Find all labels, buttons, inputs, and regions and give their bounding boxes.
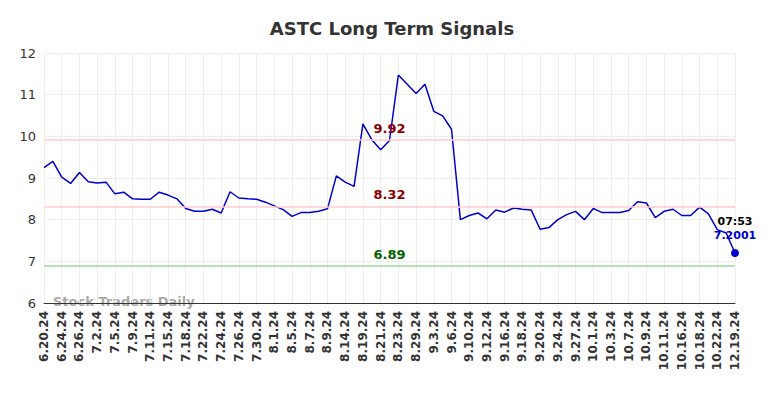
svg-text:7.5.24: 7.5.24 bbox=[108, 311, 122, 354]
svg-text:ASTC Long Term Signals: ASTC Long Term Signals bbox=[270, 18, 514, 39]
svg-text:07:53: 07:53 bbox=[717, 215, 752, 228]
svg-text:8.9.24: 8.9.24 bbox=[320, 311, 334, 354]
svg-text:10.3.24: 10.3.24 bbox=[604, 311, 618, 362]
svg-text:7.30.24: 7.30.24 bbox=[250, 311, 264, 362]
svg-text:7.2.24: 7.2.24 bbox=[90, 311, 104, 354]
svg-text:9.3.24: 9.3.24 bbox=[427, 311, 441, 354]
svg-text:8.32: 8.32 bbox=[373, 187, 405, 202]
svg-text:10: 10 bbox=[19, 129, 36, 144]
svg-text:9.92: 9.92 bbox=[373, 121, 405, 136]
svg-text:8.19.24: 8.19.24 bbox=[356, 311, 370, 362]
svg-text:8.7.24: 8.7.24 bbox=[303, 311, 317, 354]
svg-text:9.27.24: 9.27.24 bbox=[569, 311, 583, 362]
svg-text:9: 9 bbox=[28, 171, 36, 186]
svg-text:10.22.24: 10.22.24 bbox=[710, 311, 724, 370]
svg-text:8.23.24: 8.23.24 bbox=[391, 311, 405, 362]
svg-text:9.12.24: 9.12.24 bbox=[480, 311, 494, 362]
svg-text:8.29.24: 8.29.24 bbox=[409, 311, 423, 362]
svg-text:7.24.24: 7.24.24 bbox=[214, 311, 228, 362]
svg-text:6: 6 bbox=[28, 296, 36, 311]
svg-text:10.7.24: 10.7.24 bbox=[622, 311, 636, 362]
svg-text:7.9.24: 7.9.24 bbox=[126, 311, 140, 354]
svg-text:8.1.24: 8.1.24 bbox=[267, 311, 281, 354]
svg-text:11: 11 bbox=[19, 87, 36, 102]
svg-text:9.18.24: 9.18.24 bbox=[515, 311, 529, 362]
svg-text:6.26.24: 6.26.24 bbox=[72, 311, 86, 362]
svg-text:6.20.24: 6.20.24 bbox=[37, 311, 51, 362]
svg-text:8.21.24: 8.21.24 bbox=[374, 311, 388, 362]
svg-text:6.24.24: 6.24.24 bbox=[55, 311, 69, 362]
svg-text:7.15.24: 7.15.24 bbox=[161, 311, 175, 362]
svg-text:8.5.24: 8.5.24 bbox=[285, 311, 299, 354]
svg-text:7.11.24: 7.11.24 bbox=[143, 311, 157, 362]
svg-text:12.19.24: 12.19.24 bbox=[728, 311, 742, 370]
svg-text:Stock Traders Daily: Stock Traders Daily bbox=[53, 294, 195, 309]
svg-text:10.16.24: 10.16.24 bbox=[675, 311, 689, 370]
svg-text:10.1.24: 10.1.24 bbox=[586, 311, 600, 362]
svg-text:12: 12 bbox=[19, 46, 36, 61]
svg-text:7: 7 bbox=[28, 254, 36, 269]
svg-text:7.22.24: 7.22.24 bbox=[196, 311, 210, 362]
svg-text:10.18.24: 10.18.24 bbox=[693, 311, 707, 370]
svg-text:8: 8 bbox=[28, 212, 36, 227]
svg-text:10.11.24: 10.11.24 bbox=[657, 311, 671, 370]
svg-text:7.2001: 7.2001 bbox=[714, 229, 756, 242]
svg-text:9.10.24: 9.10.24 bbox=[462, 311, 476, 362]
svg-text:9.20.24: 9.20.24 bbox=[533, 311, 547, 362]
svg-text:9.6.24: 9.6.24 bbox=[445, 311, 459, 354]
svg-text:10.9.24: 10.9.24 bbox=[639, 311, 653, 362]
svg-text:8.14.24: 8.14.24 bbox=[338, 311, 352, 362]
svg-text:9.16.24: 9.16.24 bbox=[498, 311, 512, 362]
svg-text:6.89: 6.89 bbox=[373, 247, 405, 262]
svg-text:7.18.24: 7.18.24 bbox=[179, 311, 193, 362]
svg-text:7.26.24: 7.26.24 bbox=[232, 311, 246, 362]
svg-text:9.24.24: 9.24.24 bbox=[551, 311, 565, 362]
